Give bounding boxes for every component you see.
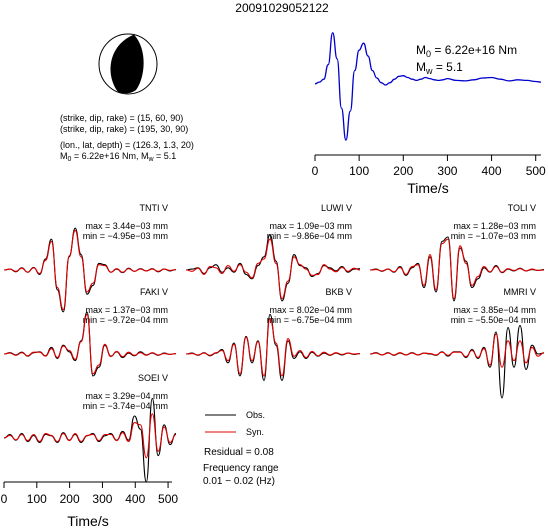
stf-tick-label: 0 (312, 164, 319, 178)
stf-tick-label: 300 (437, 164, 457, 178)
synthetic-waveform (3, 413, 177, 459)
station-max: max = 8.02e−04 mm (269, 305, 352, 315)
station-max: max = 3.29e−04 mm (85, 391, 168, 401)
params-location: (lon., lat, depth) = (126.3, 1.3, 20) (60, 140, 194, 150)
legend-syn-label: Syn. (246, 427, 264, 437)
legend: Obs. Syn. Residual = 0.08 Frequency rang… (203, 410, 279, 487)
station-max: max = 1.37e−03 mm (85, 305, 168, 315)
event-title: 20091029052122 (235, 1, 329, 15)
synthetic-waveform (369, 333, 545, 368)
freq-value: 0.01 − 0.02 (Hz) (203, 476, 275, 487)
wf-tick-label: 200 (60, 492, 80, 506)
mw-label: Mw = 5.1 (416, 60, 463, 76)
station-min: min = −4.95e−03 mm (83, 231, 168, 241)
stf-xlabel: Time/s (407, 180, 448, 196)
station-max: max = 1.28e−03 mm (453, 221, 536, 231)
moment-label: M0 = 6.22e+16 Nm (416, 43, 517, 59)
stf-line (314, 32, 542, 141)
station-max: max = 3.85e−04 mm (453, 305, 536, 315)
station-name: FAKI V (140, 287, 168, 297)
observed-waveform (369, 324, 545, 399)
params-moment: M0 = 6.22e+16 Nm, Mw = 5.1 (60, 151, 176, 163)
params-plane2: (strike, dip, rake) = (195, 30, 90) (60, 124, 188, 134)
synthetic-waveform (3, 229, 177, 311)
waveform-axis: 0 100 200 300 400 500 Time/s (1, 481, 178, 529)
wf-tick-label: 100 (27, 492, 47, 506)
wf-tick-label: 300 (92, 492, 112, 506)
station-name: MMRI V (504, 287, 537, 297)
station-name: TNTI V (140, 203, 169, 213)
station-name: LUWI V (321, 203, 352, 213)
station-name: BKB V (325, 287, 352, 297)
synthetic-waveform (185, 238, 361, 300)
stf-x-ticks: 0 100 200 300 400 500 (312, 155, 546, 178)
station-min: min = −1.07e−03 mm (451, 231, 536, 241)
station-max: max = 1.09e−03 mm (269, 221, 352, 231)
stf-plot: 0 100 200 300 400 500 Time/s M0 = 6.22e+16 Nm… (312, 32, 546, 196)
station-name: TOLI V (508, 203, 536, 213)
freq-label: Frequency range (203, 463, 279, 474)
waveform-xlabel: Time/s (67, 513, 108, 529)
waveform-x-ticks: 0 100 200 300 400 500 (1, 482, 178, 506)
synthetic-waveform (3, 313, 177, 375)
station-max: max = 3.44e−03 mm (85, 221, 168, 231)
stf-tick-label: 500 (526, 164, 546, 178)
station-name: SOEI V (138, 373, 168, 383)
wf-tick-label: 0 (1, 492, 8, 506)
synthetic-waveform (369, 238, 545, 300)
stf-tick-label: 100 (349, 164, 369, 178)
stf-tick-label: 400 (482, 164, 502, 178)
station-min: min = −9.86e−04 mm (267, 231, 352, 241)
synthetic-waveform (185, 318, 361, 377)
params-plane1: (strike, dip, rake) = (15, 60, 90) (60, 113, 183, 123)
wf-tick-label: 400 (125, 492, 145, 506)
residual-text: Residual = 0.08 (204, 447, 274, 458)
beachball (98, 33, 158, 95)
station-min: min = −6.75e−04 mm (267, 315, 352, 325)
station-min: min = −5.50e−04 mm (451, 315, 536, 325)
beachball-compressional-quadrant (110, 34, 144, 94)
legend-obs-label: Obs. (246, 410, 265, 420)
wf-tick-label: 500 (158, 492, 178, 506)
station-min: min = −3.74e−04 mm (83, 401, 168, 411)
stf-tick-label: 200 (393, 164, 413, 178)
station-min: min = −9.72e−04 mm (83, 315, 168, 325)
